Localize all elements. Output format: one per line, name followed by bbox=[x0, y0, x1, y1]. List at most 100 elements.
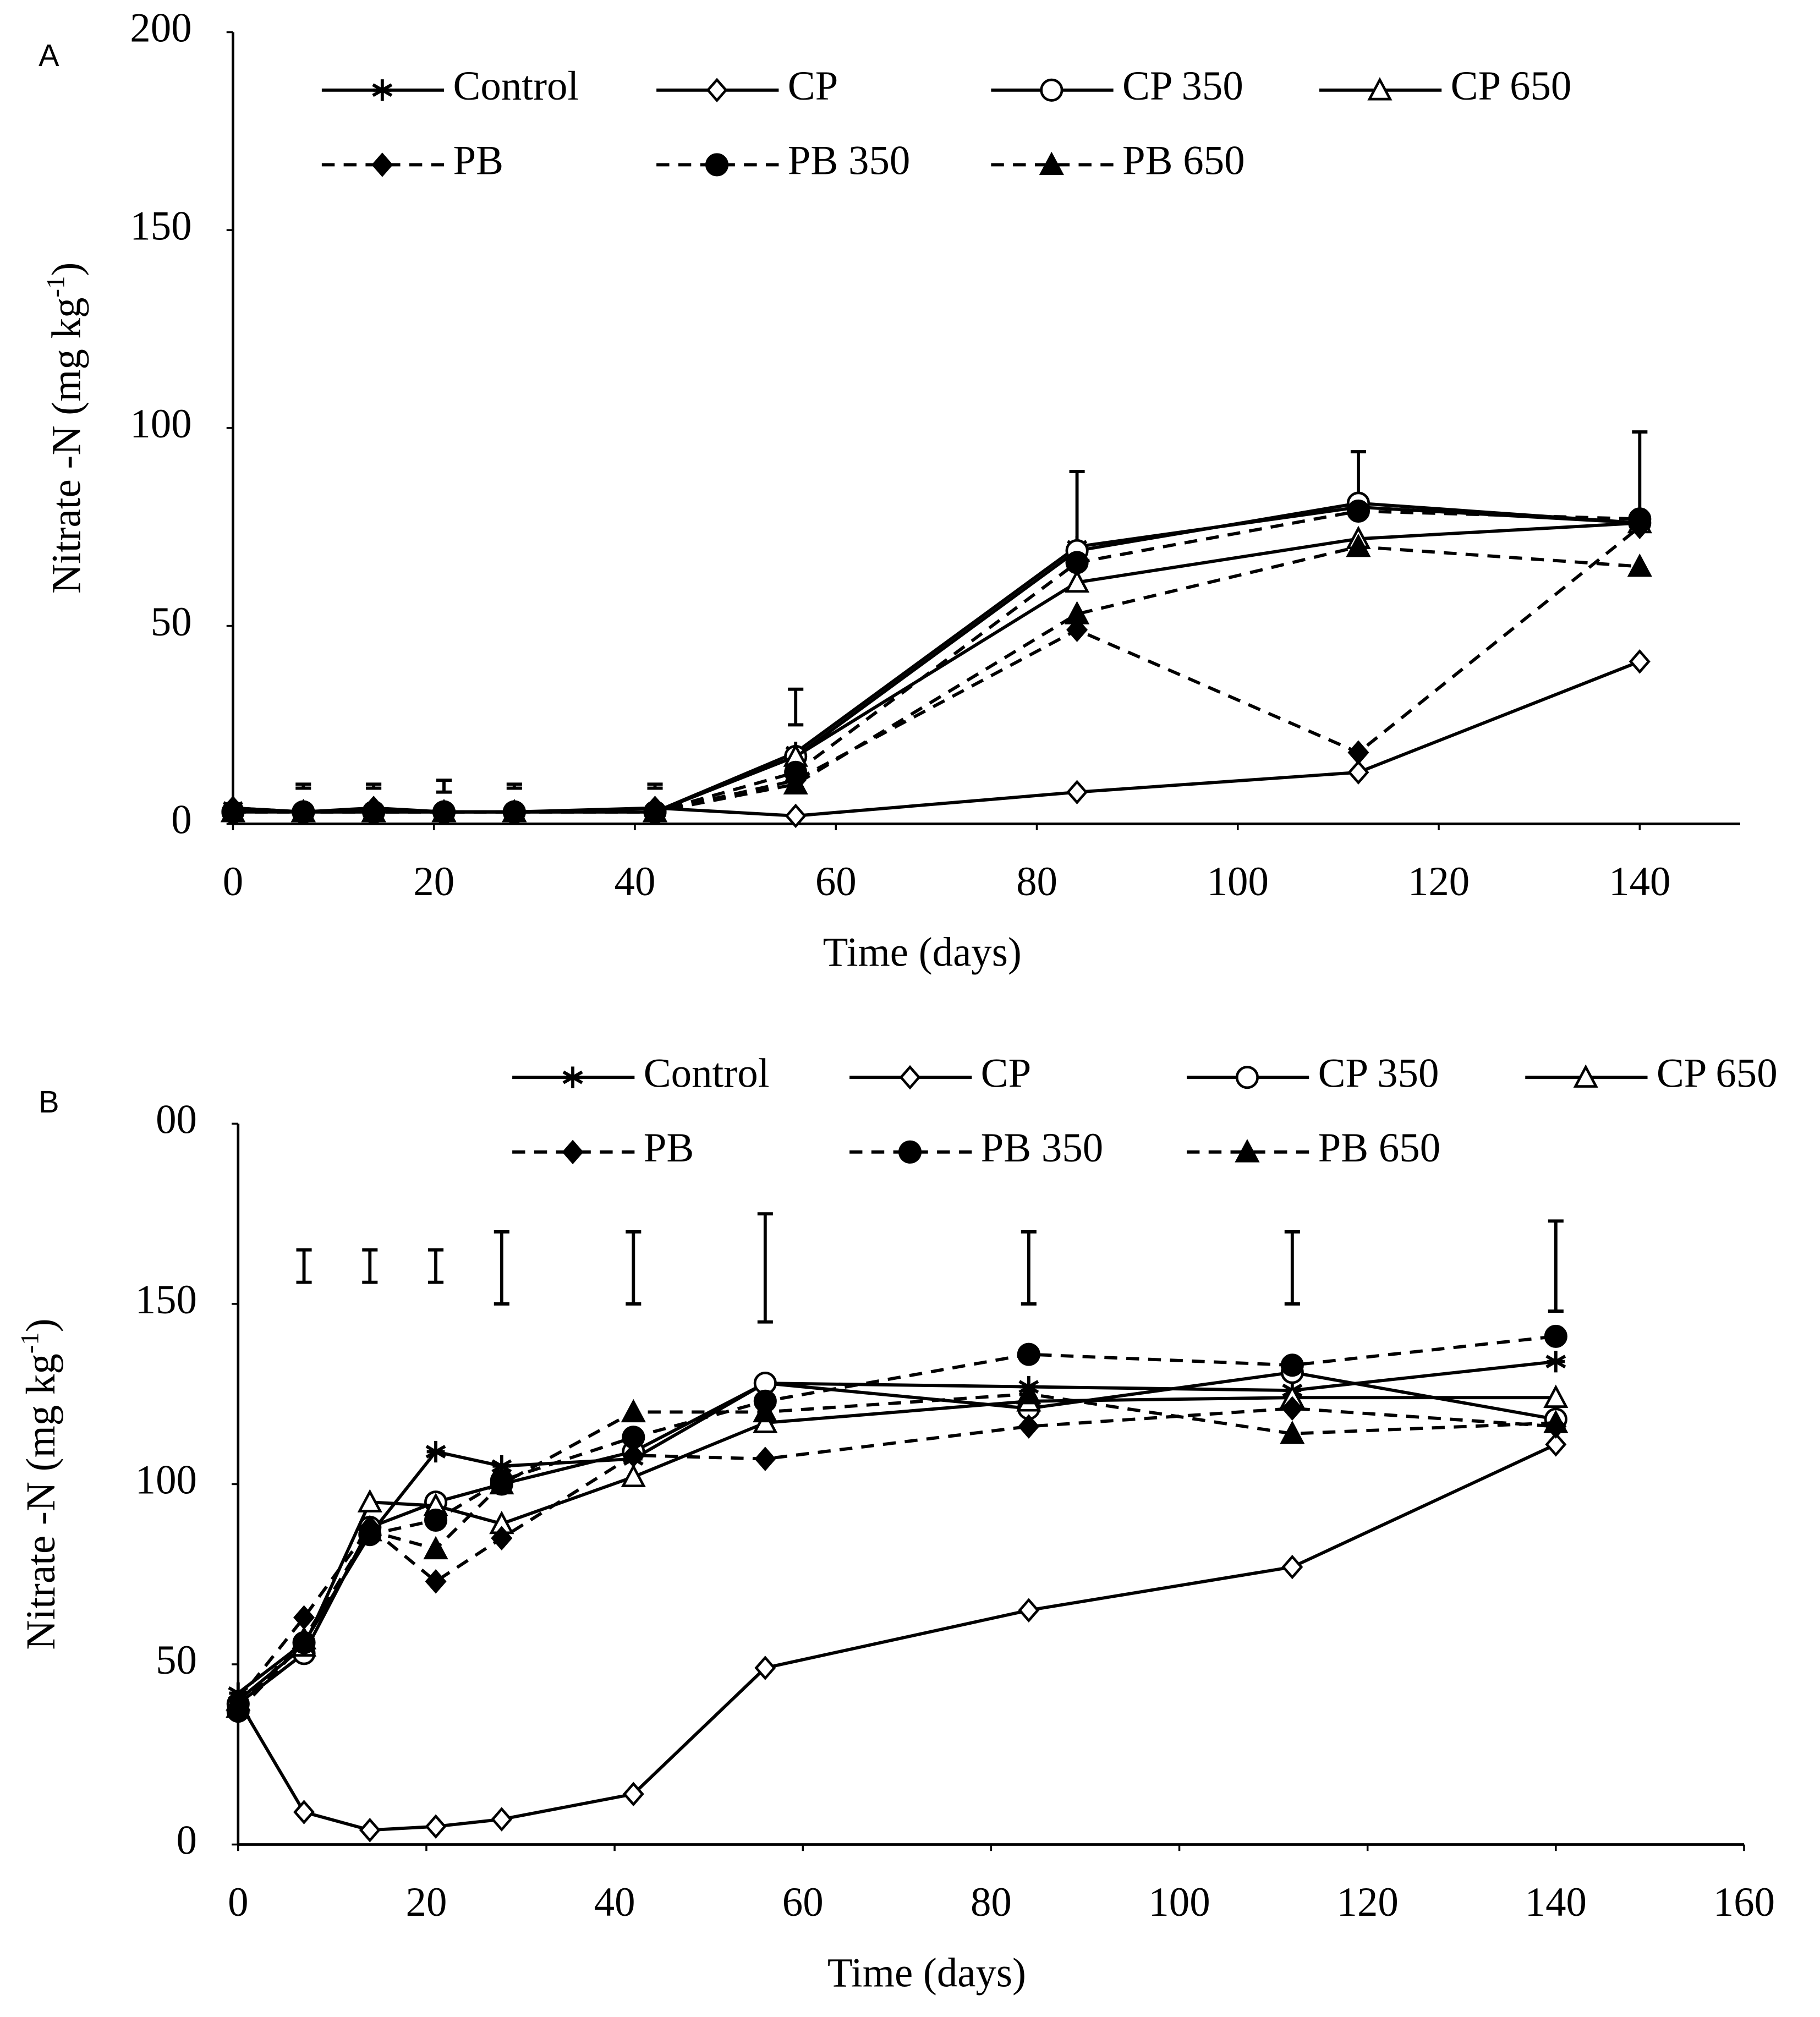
x-tick-label: 120 bbox=[1408, 859, 1470, 905]
marker bbox=[359, 1818, 381, 1843]
y-axis-title-main: Nitrate -N (mg kg bbox=[44, 298, 90, 594]
error-bar bbox=[428, 1248, 444, 1284]
marker bbox=[1627, 553, 1652, 577]
legend-marker bbox=[705, 153, 729, 177]
marker bbox=[502, 799, 527, 823]
y-tick-label: 00 bbox=[156, 1097, 197, 1143]
legend-marker bbox=[899, 1065, 921, 1090]
legend-marker bbox=[372, 79, 393, 101]
marker bbox=[361, 799, 386, 823]
x-tick-label: 60 bbox=[815, 859, 857, 905]
marker bbox=[1280, 1421, 1305, 1444]
legend-label: CP bbox=[981, 1050, 1032, 1096]
x-tick-label: 140 bbox=[1609, 859, 1670, 905]
legend-marker bbox=[898, 1140, 922, 1164]
marker bbox=[1066, 780, 1088, 804]
marker bbox=[1065, 551, 1089, 574]
panel-label: A bbox=[39, 38, 59, 73]
y-axis-title: Nitrate -N (mg kg-1) bbox=[41, 262, 90, 594]
y-axis-title-main: Nitrate -N (mg kg bbox=[18, 1353, 64, 1649]
error-bar bbox=[647, 782, 663, 790]
y-axis-title-sup: -1 bbox=[41, 276, 70, 298]
y-tick-label: 50 bbox=[156, 1637, 197, 1683]
y-tick-label: 150 bbox=[135, 1277, 197, 1323]
error-bar bbox=[1284, 1230, 1300, 1306]
error-bar bbox=[1069, 470, 1085, 549]
marker bbox=[622, 1443, 644, 1468]
error-bar bbox=[436, 779, 452, 794]
y-tick-label: 100 bbox=[135, 1457, 197, 1503]
y-axis-title-end: ) bbox=[18, 1318, 64, 1332]
marker bbox=[425, 1814, 447, 1839]
legend-label: PB bbox=[453, 138, 503, 184]
x-axis-title: Time (days) bbox=[827, 1950, 1026, 1996]
x-tick-label: 0 bbox=[223, 859, 243, 905]
marker bbox=[1017, 1342, 1040, 1366]
x-tick-label: 140 bbox=[1525, 1879, 1587, 1925]
marker bbox=[1629, 649, 1651, 674]
marker bbox=[1543, 1410, 1569, 1433]
y-tick-label: 0 bbox=[177, 1818, 197, 1863]
legend-marker bbox=[562, 1139, 584, 1165]
marker bbox=[621, 1464, 646, 1488]
marker bbox=[1347, 740, 1369, 765]
marker bbox=[226, 1694, 251, 1718]
marker bbox=[293, 1800, 315, 1824]
legend-label: PB 350 bbox=[981, 1125, 1104, 1171]
legend-label: CP bbox=[788, 63, 838, 109]
marker bbox=[220, 799, 246, 823]
y-tick-label: 150 bbox=[130, 203, 191, 249]
legend-marker bbox=[371, 152, 393, 177]
marker bbox=[357, 1489, 382, 1512]
x-axis-title: Time (days) bbox=[823, 929, 1022, 975]
marker bbox=[489, 1471, 514, 1495]
x-tick-label: 100 bbox=[1207, 859, 1269, 905]
error-bar bbox=[626, 1230, 642, 1306]
legend-marker bbox=[1040, 78, 1064, 102]
x-tick-label: 20 bbox=[406, 1879, 447, 1925]
marker bbox=[1628, 507, 1652, 531]
marker bbox=[621, 1399, 646, 1423]
legend-label: PB 650 bbox=[1318, 1125, 1441, 1171]
error-bar bbox=[1021, 1230, 1037, 1306]
panel-label: B bbox=[39, 1084, 59, 1119]
marker bbox=[290, 799, 316, 823]
marker bbox=[622, 1426, 645, 1449]
marker bbox=[1064, 569, 1090, 593]
marker bbox=[754, 1446, 776, 1471]
marker bbox=[1018, 1414, 1040, 1439]
x-tick-label: 80 bbox=[1016, 859, 1057, 905]
legend-marker bbox=[1235, 1066, 1259, 1089]
x-tick-label: 120 bbox=[1337, 1879, 1399, 1925]
marker bbox=[1281, 1396, 1303, 1421]
legend-marker bbox=[1039, 151, 1064, 176]
marker bbox=[491, 1526, 513, 1550]
marker bbox=[1016, 1380, 1041, 1405]
legend-label: PB bbox=[644, 1125, 694, 1171]
series-line bbox=[237, 1334, 1556, 1713]
marker bbox=[1545, 1351, 1566, 1373]
marker bbox=[491, 1807, 513, 1832]
marker bbox=[785, 803, 807, 829]
marker bbox=[1347, 760, 1369, 785]
marker bbox=[1543, 1384, 1569, 1408]
legend-label: Control bbox=[644, 1050, 770, 1096]
marker bbox=[1066, 617, 1088, 643]
x-tick-label: 160 bbox=[1713, 1879, 1775, 1925]
legend-label: Control bbox=[453, 63, 579, 109]
error-bar bbox=[295, 782, 311, 790]
marker bbox=[753, 1399, 778, 1423]
y-axis-title-sup: -1 bbox=[15, 1332, 44, 1353]
y-axis-title: Nitrate -N (mg kg-1) bbox=[15, 1318, 64, 1649]
series-line bbox=[233, 501, 1640, 814]
legend-label: PB 350 bbox=[788, 138, 911, 184]
error-bar bbox=[506, 782, 522, 790]
error-bar bbox=[494, 1230, 509, 1306]
error-bar bbox=[1632, 430, 1648, 521]
legend-label: CP 350 bbox=[1318, 1050, 1439, 1096]
marker bbox=[491, 1455, 512, 1477]
marker bbox=[1545, 1432, 1567, 1457]
x-tick-label: 40 bbox=[615, 859, 656, 905]
x-tick-label: 20 bbox=[413, 859, 454, 905]
